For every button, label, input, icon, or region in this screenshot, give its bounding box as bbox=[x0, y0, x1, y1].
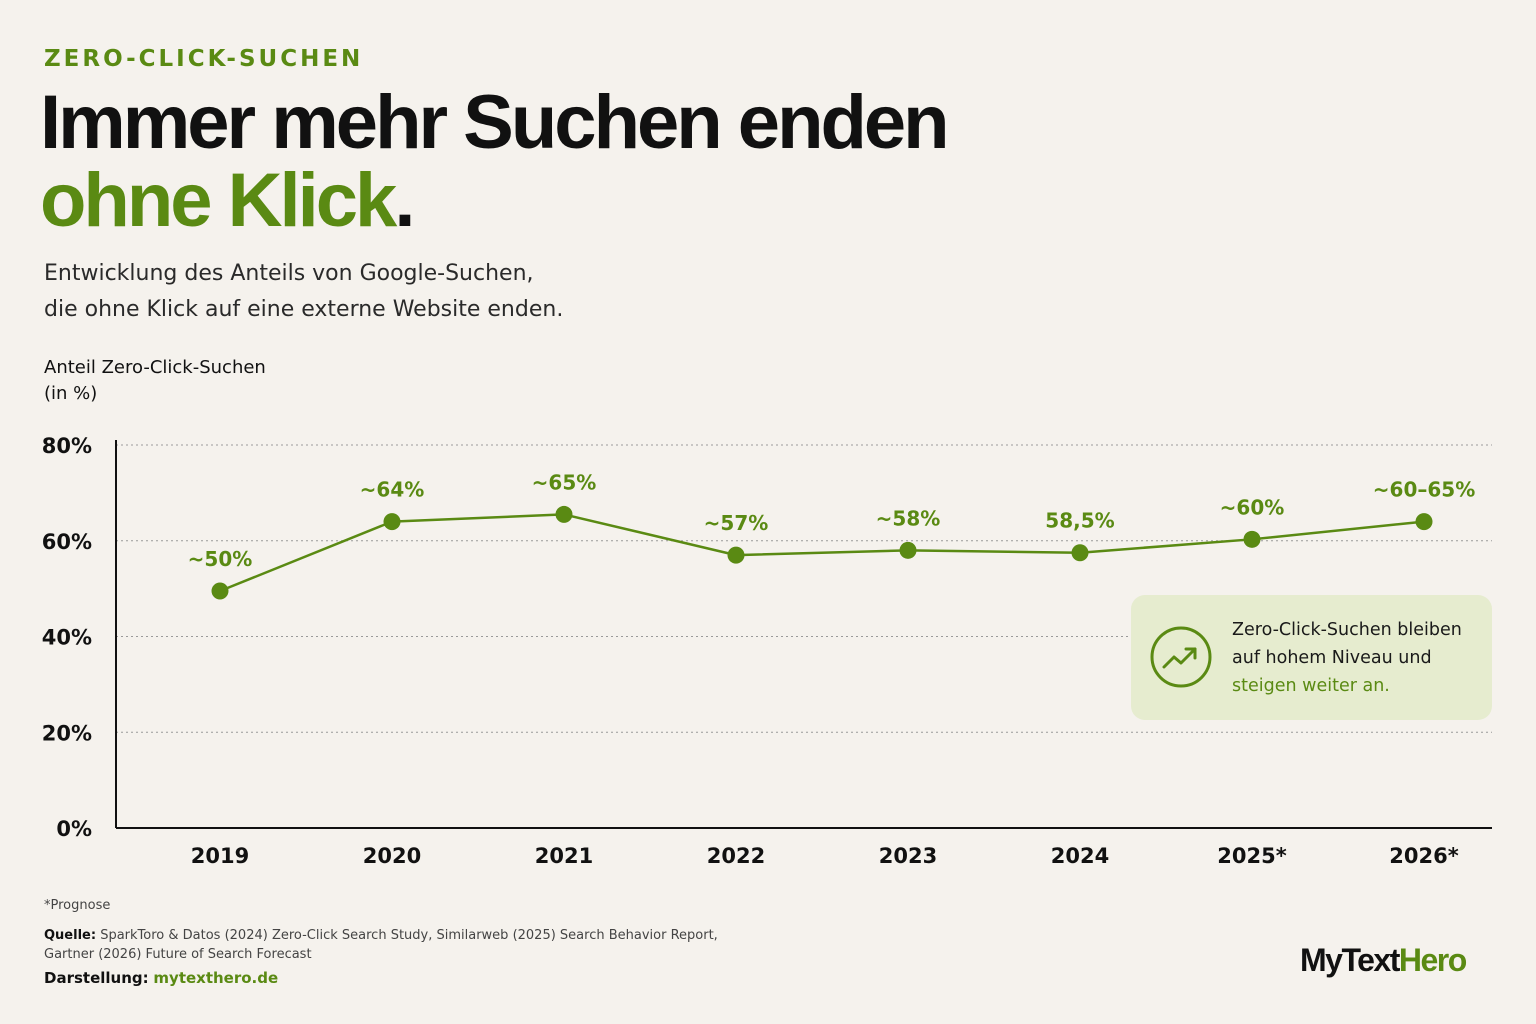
y-tick-labels: 0% 20% 40% 60% 80% bbox=[42, 434, 92, 841]
series-line bbox=[219, 513, 1425, 593]
x-tick-label: 2020 bbox=[363, 844, 421, 868]
subtitle-line-2: die ohne Klick auf eine externe Website … bbox=[44, 297, 564, 322]
credit-label: Darstellung: bbox=[44, 969, 149, 987]
callout-line-1: Zero-Click-Suchen bleiben bbox=[1232, 620, 1462, 640]
x-tick-label: 2019 bbox=[191, 844, 249, 868]
axes bbox=[115, 440, 1492, 829]
x-tick-label: 2024 bbox=[1051, 844, 1109, 868]
logo-part-1: MyText bbox=[1300, 942, 1400, 978]
kicker: ZERO-CLICK-SUCHEN bbox=[44, 46, 364, 72]
data-point bbox=[1243, 530, 1261, 548]
y-axis-title-line-2: (in %) bbox=[44, 383, 98, 404]
source-label: Quelle: bbox=[44, 928, 97, 943]
source-line-1: SparkToro & Datos (2024) Zero-Click Sear… bbox=[100, 928, 718, 943]
x-tick-label: 2021 bbox=[535, 844, 593, 868]
y-tick-label: 80% bbox=[42, 434, 92, 458]
y-tick-label: 20% bbox=[42, 721, 92, 745]
data-point bbox=[1071, 544, 1089, 562]
callout-text: Zero-Click-Suchen bleiben auf hohem Nive… bbox=[1232, 616, 1462, 700]
x-tick-label: 2022 bbox=[707, 844, 765, 868]
data-labels: ~50% ~64% ~65% ~57% ~58% 58,5% ~60% ~60–65% bbox=[188, 470, 1476, 571]
data-label: ~64% bbox=[360, 478, 425, 502]
credit-link[interactable]: mytexthero.de bbox=[153, 969, 279, 987]
data-label: ~65% bbox=[532, 470, 597, 494]
data-points bbox=[211, 505, 1433, 600]
y-axis-title: Anteil Zero-Click-Suchen (in %) bbox=[44, 355, 266, 407]
page-title: Immer mehr Suchen enden ohne Klick. bbox=[40, 80, 950, 240]
series-zero-click bbox=[219, 513, 1425, 593]
trending-up-icon bbox=[1150, 626, 1212, 688]
credit-note: Darstellung: mytexthero.de bbox=[44, 969, 278, 987]
x-tick-labels: 2019 2020 2021 2022 2023 2024 2025* 2026* bbox=[191, 844, 1459, 868]
data-point bbox=[211, 582, 229, 600]
brand-logo: MyTextHero bbox=[1300, 942, 1467, 979]
headline-line-1: Immer mehr Suchen enden bbox=[40, 80, 950, 165]
headline-accent: ohne Klick bbox=[40, 158, 397, 243]
data-label: ~50% bbox=[188, 547, 253, 571]
data-label: 58,5% bbox=[1045, 509, 1114, 533]
x-tick-label: 2025* bbox=[1217, 844, 1286, 868]
data-label: ~60% bbox=[1220, 495, 1285, 519]
data-point bbox=[727, 546, 745, 564]
data-point bbox=[383, 513, 401, 531]
subtitle-line-1: Entwicklung des Anteils von Google-Suche… bbox=[44, 261, 534, 286]
data-point bbox=[899, 541, 917, 559]
data-point bbox=[1415, 513, 1433, 531]
callout-box: Zero-Click-Suchen bleiben auf hohem Nive… bbox=[1131, 595, 1492, 720]
x-tick-label: 2026* bbox=[1389, 844, 1458, 868]
source-line-2: Gartner (2026) Future of Search Forecast bbox=[44, 947, 312, 962]
y-axis-title-line-1: Anteil Zero-Click-Suchen bbox=[44, 357, 266, 378]
data-label: ~60–65% bbox=[1373, 478, 1475, 502]
y-tick-label: 60% bbox=[42, 530, 92, 554]
headline-line-2: ohne Klick. bbox=[40, 162, 947, 240]
callout-line-3: steigen weiter an. bbox=[1232, 676, 1390, 696]
subtitle: Entwicklung des Anteils von Google-Suche… bbox=[44, 256, 563, 328]
logo-part-2: Hero bbox=[1398, 942, 1467, 978]
data-label: ~57% bbox=[704, 511, 769, 535]
headline-period: . bbox=[394, 158, 415, 243]
data-point bbox=[555, 505, 573, 523]
x-tick-label: 2023 bbox=[879, 844, 937, 868]
data-label: ~58% bbox=[876, 506, 941, 530]
footnote: *Prognose bbox=[44, 898, 111, 913]
source-note: Quelle: SparkToro & Datos (2024) Zero-Cl… bbox=[44, 926, 718, 964]
y-tick-label: 0% bbox=[56, 817, 92, 841]
callout-line-2: auf hohem Niveau und bbox=[1232, 648, 1432, 668]
y-tick-label: 40% bbox=[42, 626, 92, 650]
